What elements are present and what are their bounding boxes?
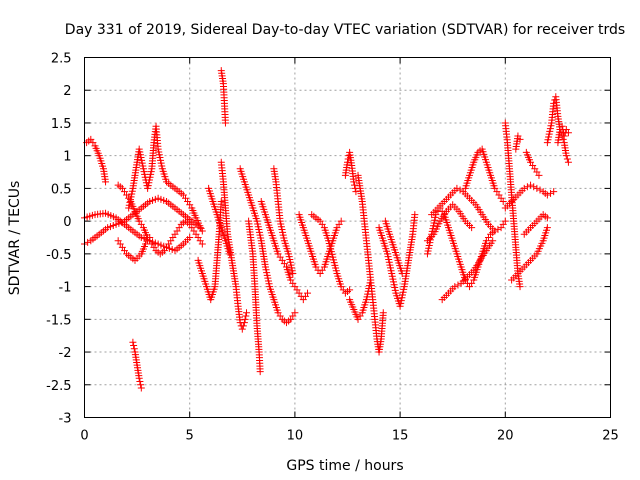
data-point (291, 309, 299, 317)
data-point (137, 381, 145, 389)
data-point (351, 181, 359, 189)
data-point (146, 234, 154, 241)
data-point (454, 281, 462, 289)
data-point (520, 184, 528, 192)
data-point (130, 342, 138, 349)
y-tick-label: -1 (59, 281, 72, 296)
data-point (198, 240, 206, 248)
data-point (564, 129, 572, 137)
data-point (130, 345, 138, 353)
x-tick-label: 0 (80, 429, 88, 444)
data-point (562, 152, 570, 160)
data-point (523, 183, 531, 191)
data-point (350, 178, 358, 186)
x-tick-label: 20 (497, 429, 514, 444)
data-point (468, 224, 476, 232)
data-point (129, 338, 137, 346)
y-tick-label: 2 (63, 84, 71, 99)
data-point (379, 309, 387, 317)
y-tick-label: 1.5 (51, 117, 72, 132)
data-point (501, 217, 509, 225)
data-point (560, 132, 568, 140)
data-point (352, 188, 360, 196)
y-tick-label: -0.5 (46, 248, 71, 263)
data-point (186, 234, 194, 241)
y-tick-label: -1.5 (46, 313, 71, 328)
data-point (137, 384, 145, 392)
data-point (136, 378, 144, 385)
y-tick-label: -3 (59, 412, 72, 427)
data-point (256, 368, 264, 376)
data-point (558, 122, 566, 130)
data-point (346, 286, 354, 294)
data-point (337, 217, 345, 225)
data-point (547, 189, 555, 197)
data-point (453, 184, 461, 192)
data-point (489, 237, 497, 245)
x-tick-label: 25 (602, 429, 619, 444)
x-ticks: 0 5 10 15 20 25 (80, 57, 619, 444)
x-axis-label: GPS time / hours (286, 458, 403, 474)
data-point (516, 283, 524, 291)
data-point (289, 270, 297, 277)
data-point (536, 186, 544, 194)
data-point (243, 309, 251, 317)
data-point (543, 191, 551, 199)
data-point (198, 227, 206, 235)
data-point (550, 188, 558, 196)
y-tick-label: 1 (63, 150, 71, 165)
data-point (240, 319, 248, 327)
y-ticks: -3 -2.5 -2 -1.5 -1 -0.5 0 0.5 1 1.5 2 2.5 (46, 52, 611, 427)
data-point (304, 289, 312, 297)
data-point (221, 119, 229, 127)
data-point (238, 325, 246, 333)
data-point (564, 158, 572, 166)
data-point (494, 225, 502, 233)
x-tick-label: 5 (186, 429, 194, 444)
y-tick-label: 2.5 (51, 52, 72, 67)
data-point (456, 186, 464, 194)
data-point (84, 238, 92, 246)
x-tick-label: 15 (392, 429, 409, 444)
chart-title: Day 331 of 2019, Sidereal Day-to-day VTE… (65, 22, 625, 38)
plot-frame (84, 57, 611, 418)
data-point (499, 198, 507, 205)
data-point (451, 283, 459, 291)
data-point (135, 374, 143, 382)
data-point (411, 211, 419, 219)
data-point (217, 198, 225, 205)
data-point (543, 214, 551, 222)
data-point (563, 155, 571, 163)
y-tick-label: -2.5 (46, 379, 71, 394)
data-point (239, 322, 247, 330)
data-point (491, 227, 499, 235)
y-axis-label: SDTVAR / TECUs (7, 181, 23, 296)
data-point (102, 178, 110, 186)
data-point (543, 224, 551, 232)
data-point (535, 171, 543, 179)
y-tick-label: 0 (63, 215, 71, 230)
data-point (516, 135, 524, 143)
x-tick-label: 10 (287, 429, 304, 444)
y-tick-label: -2 (59, 346, 72, 361)
data-points (81, 67, 572, 392)
data-point (242, 312, 250, 320)
data-point (527, 181, 535, 189)
data-point (559, 135, 567, 143)
y-tick-label: 0.5 (51, 182, 72, 197)
data-point (533, 184, 541, 192)
grid (84, 57, 611, 418)
data-point (241, 315, 249, 323)
data-point (398, 270, 406, 277)
data-point (530, 183, 538, 191)
